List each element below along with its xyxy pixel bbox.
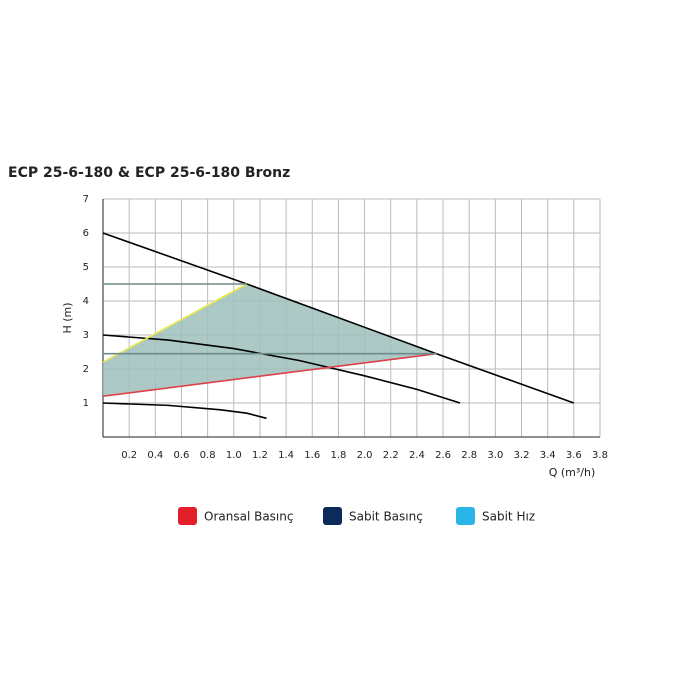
- legend-label: Oransal Basınç: [204, 510, 293, 524]
- y-tick-label: 4: [83, 296, 89, 307]
- y-tick-label: 5: [83, 262, 89, 273]
- legend-swatch: [456, 507, 475, 525]
- legend-label: Sabit Basınç: [349, 510, 423, 524]
- legend-swatch: [323, 507, 342, 525]
- x-tick-label: 2.6: [435, 450, 451, 461]
- y-tick-label: 1: [83, 398, 89, 409]
- x-tick-label: 1.2: [252, 450, 268, 461]
- x-tick-label: 0.4: [147, 450, 163, 461]
- x-tick-label: 1.4: [278, 450, 294, 461]
- y-tick-label: 3: [83, 330, 89, 341]
- x-tick-label: 3.0: [487, 450, 503, 461]
- x-tick-label: 1.8: [330, 450, 346, 461]
- x-tick-label: 1.6: [304, 450, 320, 461]
- x-tick-label: 2.8: [461, 450, 477, 461]
- x-axis-title: Q (m³/h): [549, 466, 596, 479]
- y-tick-label: 6: [83, 228, 89, 239]
- pump-curve: [102, 334, 461, 404]
- y-tick-label: 2: [83, 364, 89, 375]
- operating-region: [103, 284, 437, 397]
- x-tick-label: 0.2: [121, 450, 137, 461]
- pump-curve: [102, 283, 248, 363]
- x-tick-label: 2.2: [383, 450, 399, 461]
- y-tick-label: 7: [83, 194, 89, 205]
- x-tick-label: 0.8: [200, 450, 216, 461]
- x-tick-label: 3.2: [514, 450, 530, 461]
- x-tick-label: 2.4: [409, 450, 425, 461]
- x-tick-label: 3.8: [592, 450, 608, 461]
- x-tick-label: 2.0: [357, 450, 373, 461]
- x-tick-label: 0.6: [174, 450, 190, 461]
- legend-label: Sabit Hız: [482, 510, 535, 524]
- x-tick-label: 3.6: [566, 450, 582, 461]
- pump-curve: [102, 232, 575, 404]
- pump-curve: [102, 402, 267, 420]
- x-tick-label: 3.4: [540, 450, 556, 461]
- chart-title: ECP 25-6-180 & ECP 25-6-180 Bronz: [8, 165, 290, 181]
- legend-swatch: [178, 507, 197, 525]
- x-tick-label: 1.0: [226, 450, 242, 461]
- y-axis-title: H (m): [61, 302, 74, 333]
- pump-curve: [102, 352, 437, 397]
